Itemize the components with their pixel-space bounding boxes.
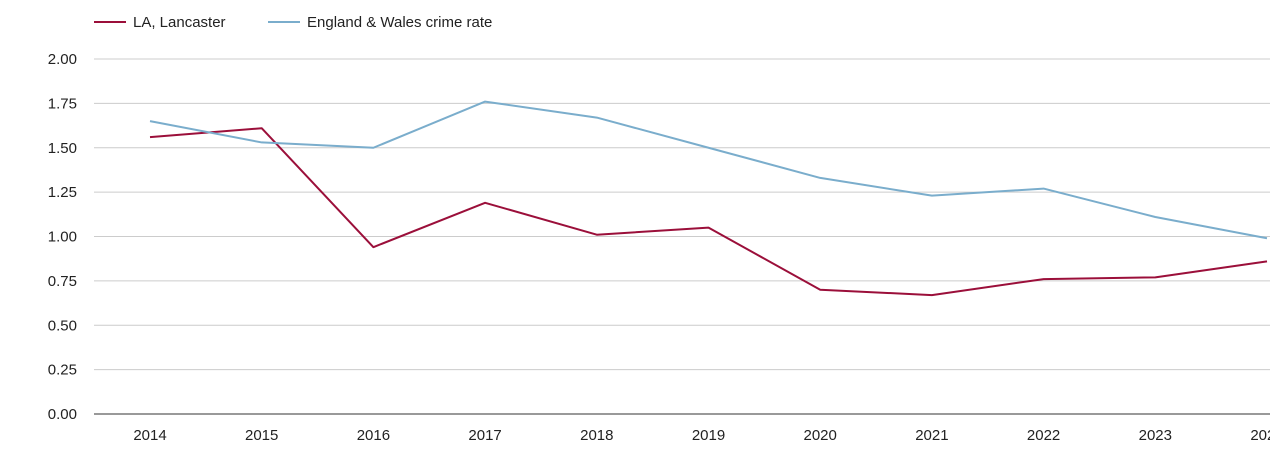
x-tick-label: 2018: [580, 427, 613, 444]
x-tick-label: 2021: [915, 427, 948, 444]
legend: LA, Lancaster England & Wales crime rate: [94, 14, 492, 31]
y-tick-label: 1.75: [48, 95, 77, 112]
y-tick-label: 0.25: [48, 362, 77, 379]
y-tick-label: 0.50: [48, 317, 77, 334]
x-tick-label: 2023: [1139, 427, 1172, 444]
y-tick-label: 1.00: [48, 229, 77, 246]
y-tick-label: 0.00: [48, 406, 77, 423]
x-tick-label: 2020: [804, 427, 837, 444]
x-tick-label: 2015: [245, 427, 278, 444]
x-axis: 2014 2015 2016 2017 2018 2019 2020 2021 2022 2023…: [94, 413, 1270, 444]
series-line-0: [149, 127, 1268, 297]
legend-label-england-wales: England & Wales crime rate: [307, 14, 492, 31]
y-tick-label: 0.75: [48, 273, 77, 290]
series-lines: [149, 100, 1268, 297]
x-tick-label: 2014: [133, 427, 166, 444]
legend-label-lancaster: LA, Lancaster: [133, 14, 226, 31]
x-tick-label: 2017: [468, 427, 501, 444]
x-tick-label: 2019: [692, 427, 725, 444]
y-axis: 0.00 0.25 0.50 0.75 1.00 1.25 1.50 1.75 2.00: [48, 51, 77, 423]
series-line-1: [149, 100, 1268, 240]
y-tick-label: 2.00: [48, 51, 77, 68]
gridlines: [94, 58, 1270, 371]
x-tick-label: 2022: [1027, 427, 1060, 444]
y-tick-label: 1.50: [48, 140, 77, 157]
x-tick-label: 2016: [357, 427, 390, 444]
x-tick-label: 2024: [1250, 427, 1270, 444]
y-tick-label: 1.25: [48, 184, 77, 201]
